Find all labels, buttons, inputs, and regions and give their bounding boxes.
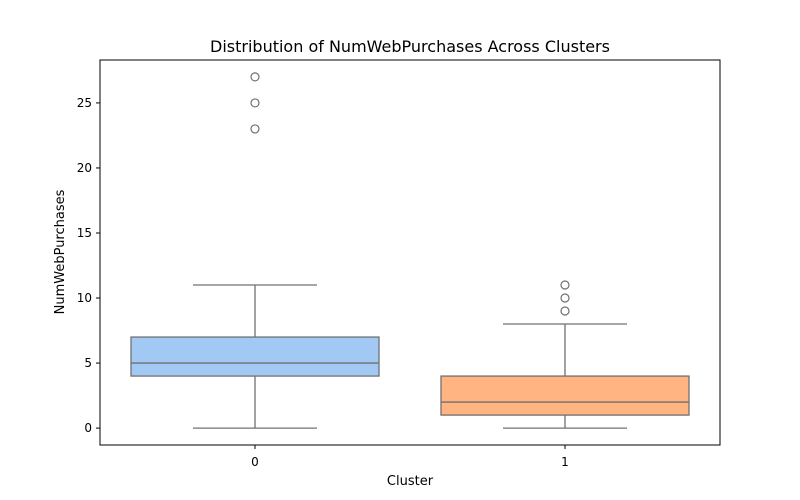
x-axis-label: Cluster bbox=[387, 474, 434, 489]
outlier-point bbox=[560, 280, 570, 290]
y-tick-label: 5 bbox=[84, 356, 92, 370]
outlier-point bbox=[250, 124, 260, 134]
outlier-point bbox=[560, 293, 570, 303]
outlier-point bbox=[560, 306, 570, 316]
box-cluster-0 bbox=[130, 72, 380, 429]
plot-frame bbox=[99, 59, 721, 446]
box-cluster-1 bbox=[440, 280, 690, 429]
x-tick-label: 1 bbox=[561, 455, 569, 469]
box-group bbox=[130, 72, 690, 429]
outlier-point bbox=[250, 72, 260, 82]
x-tick-label: 0 bbox=[251, 455, 259, 469]
y-tick-label: 15 bbox=[77, 226, 92, 240]
y-tick-label: 25 bbox=[77, 96, 92, 110]
iqr-box bbox=[130, 336, 380, 377]
y-axis: 0 5 10 15 20 25 bbox=[77, 96, 100, 435]
chart-title: Distribution of NumWebPurchases Across C… bbox=[210, 37, 610, 56]
iqr-box bbox=[440, 375, 690, 416]
y-tick-label: 20 bbox=[77, 161, 92, 175]
y-tick-label: 10 bbox=[77, 291, 92, 305]
y-axis-label: NumWebPurchases bbox=[53, 189, 68, 314]
outlier-point bbox=[250, 98, 260, 108]
y-tick-label: 0 bbox=[84, 421, 92, 435]
